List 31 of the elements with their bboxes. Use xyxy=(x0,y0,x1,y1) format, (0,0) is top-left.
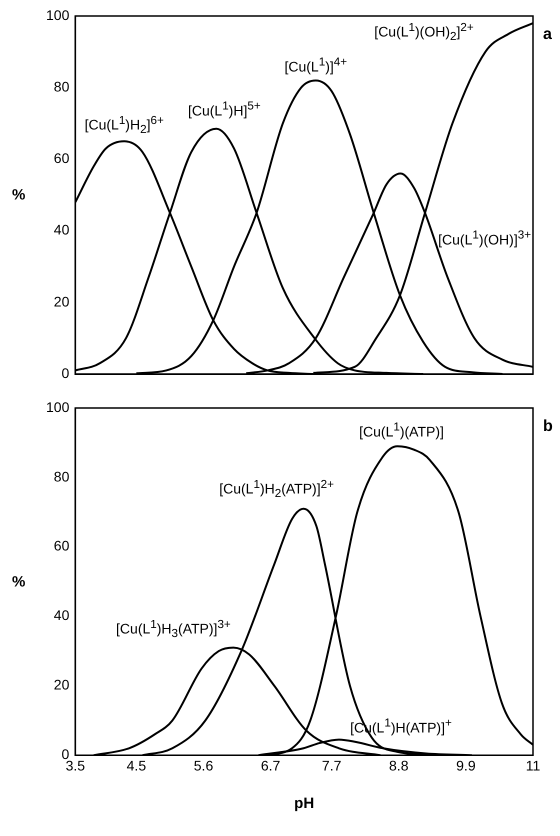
series-label: [Cu(L$^{1}$)H]$^{5+}$ xyxy=(188,99,261,118)
x-tick-label: 11 xyxy=(526,757,540,774)
series-label: [Cu(L$^{1}$)H$_{2}$]$^{6+}$ xyxy=(84,114,164,137)
y-tick-label: 100 xyxy=(46,6,70,23)
y-tick-label: 80 xyxy=(54,78,70,94)
y-tick-label: 80 xyxy=(54,468,70,484)
x-axis-title: pH xyxy=(294,795,314,812)
text: a xyxy=(543,26,552,44)
y-tick-label: 20 xyxy=(54,676,70,693)
y-axis-title: % xyxy=(12,186,26,204)
x-tick-label: 6.7 xyxy=(260,757,281,774)
series-label: [Cu(L$^{1}$)(OH)]$^{3+}$ xyxy=(438,228,532,247)
series-label: [Cu(L$^{1}$)]$^{4+}$ xyxy=(284,56,348,75)
y-axis-title: % xyxy=(12,573,26,590)
y-tick-label: 60 xyxy=(54,538,70,554)
y-tick-label: 40 xyxy=(54,607,70,624)
y-tick-label: 20 xyxy=(54,293,70,310)
x-tick-label: 5.6 xyxy=(194,757,214,774)
x-tick-label: 9.9 xyxy=(456,757,476,774)
text: b xyxy=(543,418,553,436)
x-tick-label: 4.5 xyxy=(126,757,146,774)
series-label: [Cu(L$^{1}$)(OH)$_{2}$]$^{2+}$ xyxy=(374,20,474,44)
series-label: [Cu(L$^{1}$)(ATP)] xyxy=(359,420,444,440)
x-tick-label: 8.8 xyxy=(389,757,409,774)
series-label: [Cu(L$^{1}$)H$_{2}$(ATP)]$^{2+}$ xyxy=(219,477,334,500)
y-tick-label: 40 xyxy=(54,222,70,238)
series-label: [Cu(L$^{1}$)H$_{3}$(ATP)]$^{3+}$ xyxy=(116,617,231,640)
y-tick-label: 60 xyxy=(54,150,70,166)
y-tick-label: 100 xyxy=(46,398,70,415)
x-tick-label: 7.7 xyxy=(322,757,342,774)
y-tick-label: 0 xyxy=(62,364,70,381)
